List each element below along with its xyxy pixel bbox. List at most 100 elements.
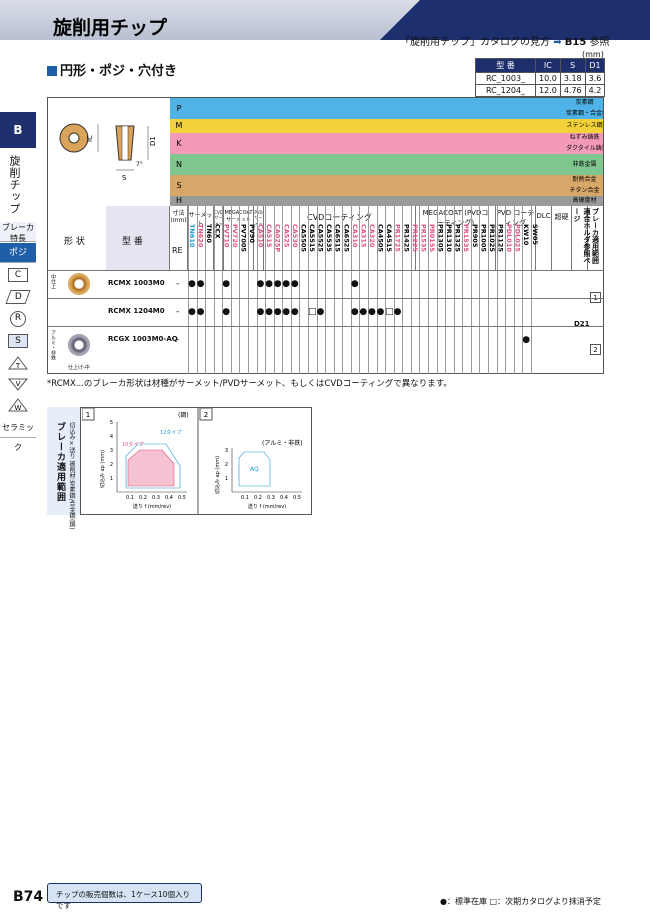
- p1-xtick: 0.1: [126, 495, 134, 501]
- dim-col-header-text: 寸法 (mm): [170, 210, 187, 224]
- grid-line: [522, 206, 524, 374]
- side-item-s[interactable]: S: [8, 334, 28, 348]
- product-model[interactable]: RCMX 1003M0: [108, 279, 165, 287]
- side-item-positive[interactable]: ポジ: [0, 243, 36, 263]
- grid-line: [256, 206, 258, 374]
- product-re: -: [176, 335, 180, 345]
- holder-header: 適合ホルダ参照ページ: [572, 206, 591, 270]
- side-item-t[interactable]: T: [8, 356, 28, 370]
- p2-xtick: 0.2: [254, 495, 262, 501]
- material-letter: M: [175, 121, 183, 130]
- breaker-subtitle: 切込み×送り 被削材:炭素鋼/合金鋼(鋼): [68, 422, 75, 530]
- cermet-header-text: サーメット: [188, 212, 213, 228]
- grid-line: [385, 206, 387, 374]
- grid-line: [402, 206, 404, 374]
- grade-column-header: PDL025: [513, 224, 522, 252]
- side-item-ceramic[interactable]: セラミック: [0, 418, 36, 452]
- series-10type: 10タイプ: [122, 441, 143, 448]
- stock-dot-icon: ●: [522, 335, 531, 345]
- grid-line: [367, 206, 369, 374]
- stock-dot-icon: ●: [359, 307, 368, 317]
- product-model[interactable]: RCMX 1204M0: [108, 307, 165, 315]
- grid-line: [487, 206, 489, 374]
- cvd-cermet-header: CVD サーメット: [214, 206, 224, 270]
- grid-line: [419, 206, 421, 374]
- stock-dot-icon: ●: [376, 307, 385, 317]
- grid-line: [410, 206, 412, 374]
- shape-category: アルミ・非鉄: [50, 330, 56, 360]
- material-desc-2: ダクタイル鋳鉄: [566, 143, 603, 154]
- stock-dot-icon: ●: [350, 307, 359, 317]
- pvd-header: PVD コーティング: [496, 206, 536, 270]
- stock-dot-icon: ●: [282, 279, 291, 289]
- grid-line: [342, 206, 344, 374]
- ic-label: IC: [86, 135, 94, 142]
- re-label: RE: [172, 246, 183, 255]
- grade-column-header: PR905: [470, 224, 479, 248]
- grid-line: [505, 206, 507, 374]
- side-item-breaker[interactable]: ブレーカ特長: [0, 222, 36, 243]
- p1-ytick: 2: [110, 462, 113, 468]
- side-item-w[interactable]: W: [8, 398, 28, 412]
- dim-header: IC: [535, 58, 561, 73]
- grade-column-header: CA4505: [376, 224, 385, 252]
- product-re: -: [176, 307, 180, 317]
- side-item-r[interactable]: R: [10, 311, 26, 327]
- grade-column-header: CCX: [213, 224, 222, 239]
- breaker-header-text: ブレーカ適用範囲: [591, 208, 600, 264]
- grid-line: [205, 206, 207, 374]
- grid-line: [453, 206, 455, 374]
- material-desc: 耐熱合金: [566, 175, 603, 186]
- grid-line: [350, 206, 352, 374]
- material-row-N: N: [170, 154, 566, 175]
- panel2-num: 2: [204, 411, 208, 419]
- breaker-header: ブレーカ適用範囲: [588, 206, 603, 270]
- finish-label: 仕上げ-中: [68, 365, 90, 371]
- product-re: -: [176, 279, 180, 289]
- breaker-range-box[interactable]: 2: [590, 344, 601, 355]
- side-item-v[interactable]: V: [7, 377, 29, 391]
- megacoat-header: MEGACOAT (PVDコーティング): [416, 206, 496, 270]
- grid-line: [462, 206, 464, 374]
- p2-xtick: 0.5: [293, 495, 301, 501]
- side-tab-b[interactable]: B: [0, 112, 36, 148]
- grid-line: [445, 206, 447, 374]
- material-row-S: S: [170, 175, 566, 196]
- grade-column-header: PR1005: [479, 224, 488, 252]
- grade-column-header: PV710: [222, 224, 231, 248]
- carbide-header-text: 超硬: [554, 213, 569, 221]
- stock-dot-icon: ●: [316, 307, 325, 317]
- section-title-text: 円形・ポジ・穴付き: [60, 64, 178, 79]
- side-item-d[interactable]: D: [5, 290, 31, 304]
- side-item-w-label: W: [15, 404, 22, 412]
- pvd-cermet-header: PVD サーメット: [254, 206, 264, 270]
- catalog-ref-page[interactable]: B15: [564, 37, 587, 48]
- grade-column-header: PR1225: [410, 224, 419, 252]
- dim-cell: 3.18: [559, 72, 586, 85]
- product-row[interactable]: [48, 270, 603, 298]
- product-model[interactable]: RCGX 1003M0-AQ: [108, 335, 178, 343]
- grid-line: [239, 206, 241, 374]
- grid-line: [247, 206, 249, 374]
- grade-column-header: CA310: [350, 224, 359, 248]
- side-item-c[interactable]: C: [8, 268, 28, 282]
- grid-line: [196, 206, 198, 374]
- catalog-reference[interactable]: 「旋削用チップ」カタログの見方 ➡ B15 参照: [400, 33, 610, 48]
- cermet-header: サーメット: [188, 206, 214, 270]
- dim-cell: 3.6: [584, 72, 606, 85]
- grid-line: [393, 206, 395, 374]
- grade-column-header: CA515: [265, 224, 274, 248]
- d1-label: D1: [149, 136, 157, 146]
- megacoat-cermet-header: MEGACOAT サーメット: [224, 206, 254, 270]
- holder-ref[interactable]: D21: [574, 320, 590, 328]
- p2-xlabel: 送り f (mm/rev): [248, 503, 286, 510]
- product-row[interactable]: [48, 298, 603, 326]
- product-row[interactable]: [48, 326, 603, 374]
- grid-line: [299, 206, 301, 374]
- grid-line: [222, 206, 224, 374]
- shape-header: 形 状: [48, 206, 106, 270]
- p1-ytick: 3: [110, 448, 113, 454]
- stock-dot-icon: ●: [282, 307, 291, 317]
- panel2-material: (アルミ・非鉄): [262, 439, 303, 447]
- carbide-header: 超硬: [552, 206, 572, 270]
